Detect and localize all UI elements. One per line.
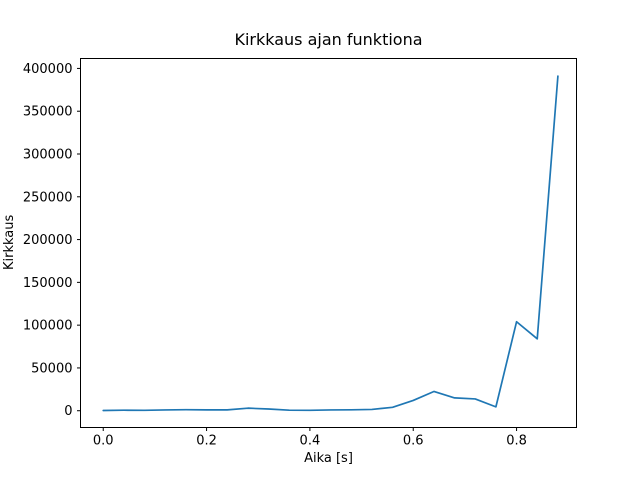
chart-title: Kirkkaus ajan funktiona	[234, 30, 423, 49]
y-tick-label: 200000	[23, 233, 73, 248]
axes-frame	[80, 58, 577, 428]
y-tick-label: 300000	[23, 148, 73, 163]
x-tick-label: 0.4	[300, 434, 321, 449]
y-tick-label: 100000	[23, 319, 73, 334]
y-tick-label: 250000	[23, 190, 73, 205]
x-axis-label: Aika [s]	[304, 451, 353, 466]
y-tick-label: 400000	[23, 62, 73, 77]
x-tick-label: 0.0	[93, 434, 114, 449]
x-tick-label: 0.6	[403, 434, 424, 449]
y-tick-label: 50000	[31, 361, 72, 376]
y-tick-label: 150000	[23, 276, 73, 291]
x-tick-label: 0.8	[506, 434, 527, 449]
y-tick-label: 0	[64, 404, 72, 419]
y-tick-label: 350000	[23, 105, 73, 120]
data-line-kirkkaus	[102, 75, 559, 412]
y-axis-label: Kirkkaus	[2, 214, 17, 270]
x-tick-label: 0.2	[196, 434, 217, 449]
